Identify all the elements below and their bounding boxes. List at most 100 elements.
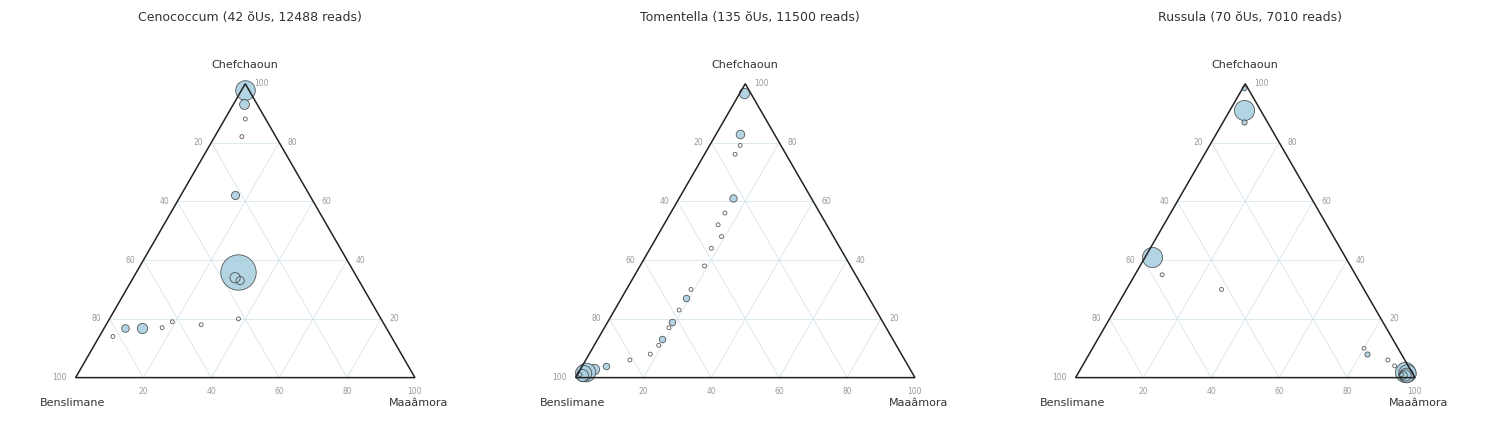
Point <box>224 274 248 281</box>
Point <box>1383 363 1407 369</box>
Point <box>568 371 592 378</box>
Point <box>722 195 746 202</box>
Point <box>572 370 596 377</box>
Text: 40: 40 <box>855 256 865 265</box>
Text: 60: 60 <box>124 256 135 265</box>
Text: 40: 40 <box>706 387 716 396</box>
Point <box>732 89 756 96</box>
Point <box>710 233 734 240</box>
Point <box>228 277 252 284</box>
Text: 100: 100 <box>753 79 768 88</box>
Point <box>224 192 248 199</box>
Text: 60: 60 <box>1275 387 1284 396</box>
Point <box>234 115 258 122</box>
Text: Chefchaoun: Chefchaoun <box>1212 60 1278 70</box>
Text: 60: 60 <box>822 197 831 206</box>
Text: 40: 40 <box>207 387 216 396</box>
Text: 20: 20 <box>390 314 399 323</box>
Text: 80: 80 <box>843 387 852 396</box>
Point <box>638 351 662 357</box>
Point <box>160 318 184 325</box>
Point <box>699 245 723 252</box>
Text: 80: 80 <box>1287 138 1298 147</box>
Text: 20: 20 <box>138 387 148 396</box>
Text: Tomentella (135 ŏUs, 11500 reads): Tomentella (135 ŏUs, 11500 reads) <box>640 11 860 24</box>
Text: 60: 60 <box>626 256 634 265</box>
Text: 100: 100 <box>408 387 422 396</box>
Point <box>100 333 124 340</box>
Point <box>1232 118 1256 125</box>
Text: Russula (70 ŏUs, 7010 reads): Russula (70 ŏUs, 7010 reads) <box>1158 11 1342 24</box>
Text: Benslimane: Benslimane <box>540 398 604 408</box>
Point <box>574 368 598 375</box>
Text: 100: 100 <box>1407 387 1422 396</box>
Point <box>130 324 154 331</box>
Point <box>594 363 618 369</box>
Point <box>618 357 642 363</box>
Text: 40: 40 <box>658 197 669 206</box>
Point <box>723 151 747 158</box>
Point <box>1352 345 1376 351</box>
Point <box>1388 366 1411 372</box>
Point <box>150 324 174 331</box>
Text: 80: 80 <box>788 138 798 147</box>
Point <box>226 315 251 322</box>
Point <box>712 210 736 216</box>
Text: 40: 40 <box>1206 387 1216 396</box>
Point <box>1233 85 1257 92</box>
Point <box>728 142 752 149</box>
Point <box>189 321 213 328</box>
Text: Maaâmora: Maaâmora <box>1389 398 1448 408</box>
Text: 20: 20 <box>639 387 648 396</box>
Text: 80: 80 <box>1092 314 1101 323</box>
Point <box>230 133 254 140</box>
Text: Maaâmora: Maaâmora <box>388 398 448 408</box>
Point <box>706 222 730 228</box>
Point <box>1376 357 1400 363</box>
Text: 80: 80 <box>92 314 100 323</box>
Point <box>646 342 670 349</box>
Point <box>1390 371 1414 378</box>
Text: Chefchaoun: Chefchaoun <box>712 60 778 70</box>
Point <box>693 262 717 269</box>
Text: 40: 40 <box>1160 197 1168 206</box>
Point <box>680 286 703 293</box>
Text: 60: 60 <box>774 387 784 396</box>
Text: 100: 100 <box>254 79 268 88</box>
Point <box>1394 371 1417 378</box>
Text: 80: 80 <box>591 314 602 323</box>
Text: 20: 20 <box>1389 314 1400 323</box>
Text: 20: 20 <box>890 314 898 323</box>
Text: 20: 20 <box>1192 138 1203 147</box>
Point <box>1209 286 1233 293</box>
Text: Maaâmora: Maaâmora <box>888 398 948 408</box>
Point <box>728 130 752 137</box>
Text: 60: 60 <box>1125 256 1136 265</box>
Point <box>1356 351 1380 357</box>
Point <box>1232 107 1256 114</box>
Point <box>1150 271 1174 278</box>
Text: 60: 60 <box>274 387 284 396</box>
Point <box>231 101 255 108</box>
Point <box>668 307 692 314</box>
Text: 100: 100 <box>552 373 567 382</box>
Text: 40: 40 <box>1356 256 1365 265</box>
Text: 100: 100 <box>1254 79 1268 88</box>
Point <box>226 268 251 275</box>
Text: 60: 60 <box>321 197 332 206</box>
Text: Cenococcum (42 ŏUs, 12488 reads): Cenococcum (42 ŏUs, 12488 reads) <box>138 11 362 24</box>
Text: 80: 80 <box>342 387 352 396</box>
Text: 80: 80 <box>1342 387 1352 396</box>
Point <box>1394 368 1417 375</box>
Point <box>674 295 698 302</box>
Text: 80: 80 <box>288 138 297 147</box>
Text: 40: 40 <box>356 256 366 265</box>
Text: 20: 20 <box>1138 387 1149 396</box>
Text: Benslimane: Benslimane <box>1040 398 1106 408</box>
Point <box>570 371 594 378</box>
Text: 100: 100 <box>53 373 68 382</box>
Text: Benslimane: Benslimane <box>39 398 105 408</box>
Point <box>657 324 681 331</box>
Point <box>660 318 684 325</box>
Point <box>582 366 606 372</box>
